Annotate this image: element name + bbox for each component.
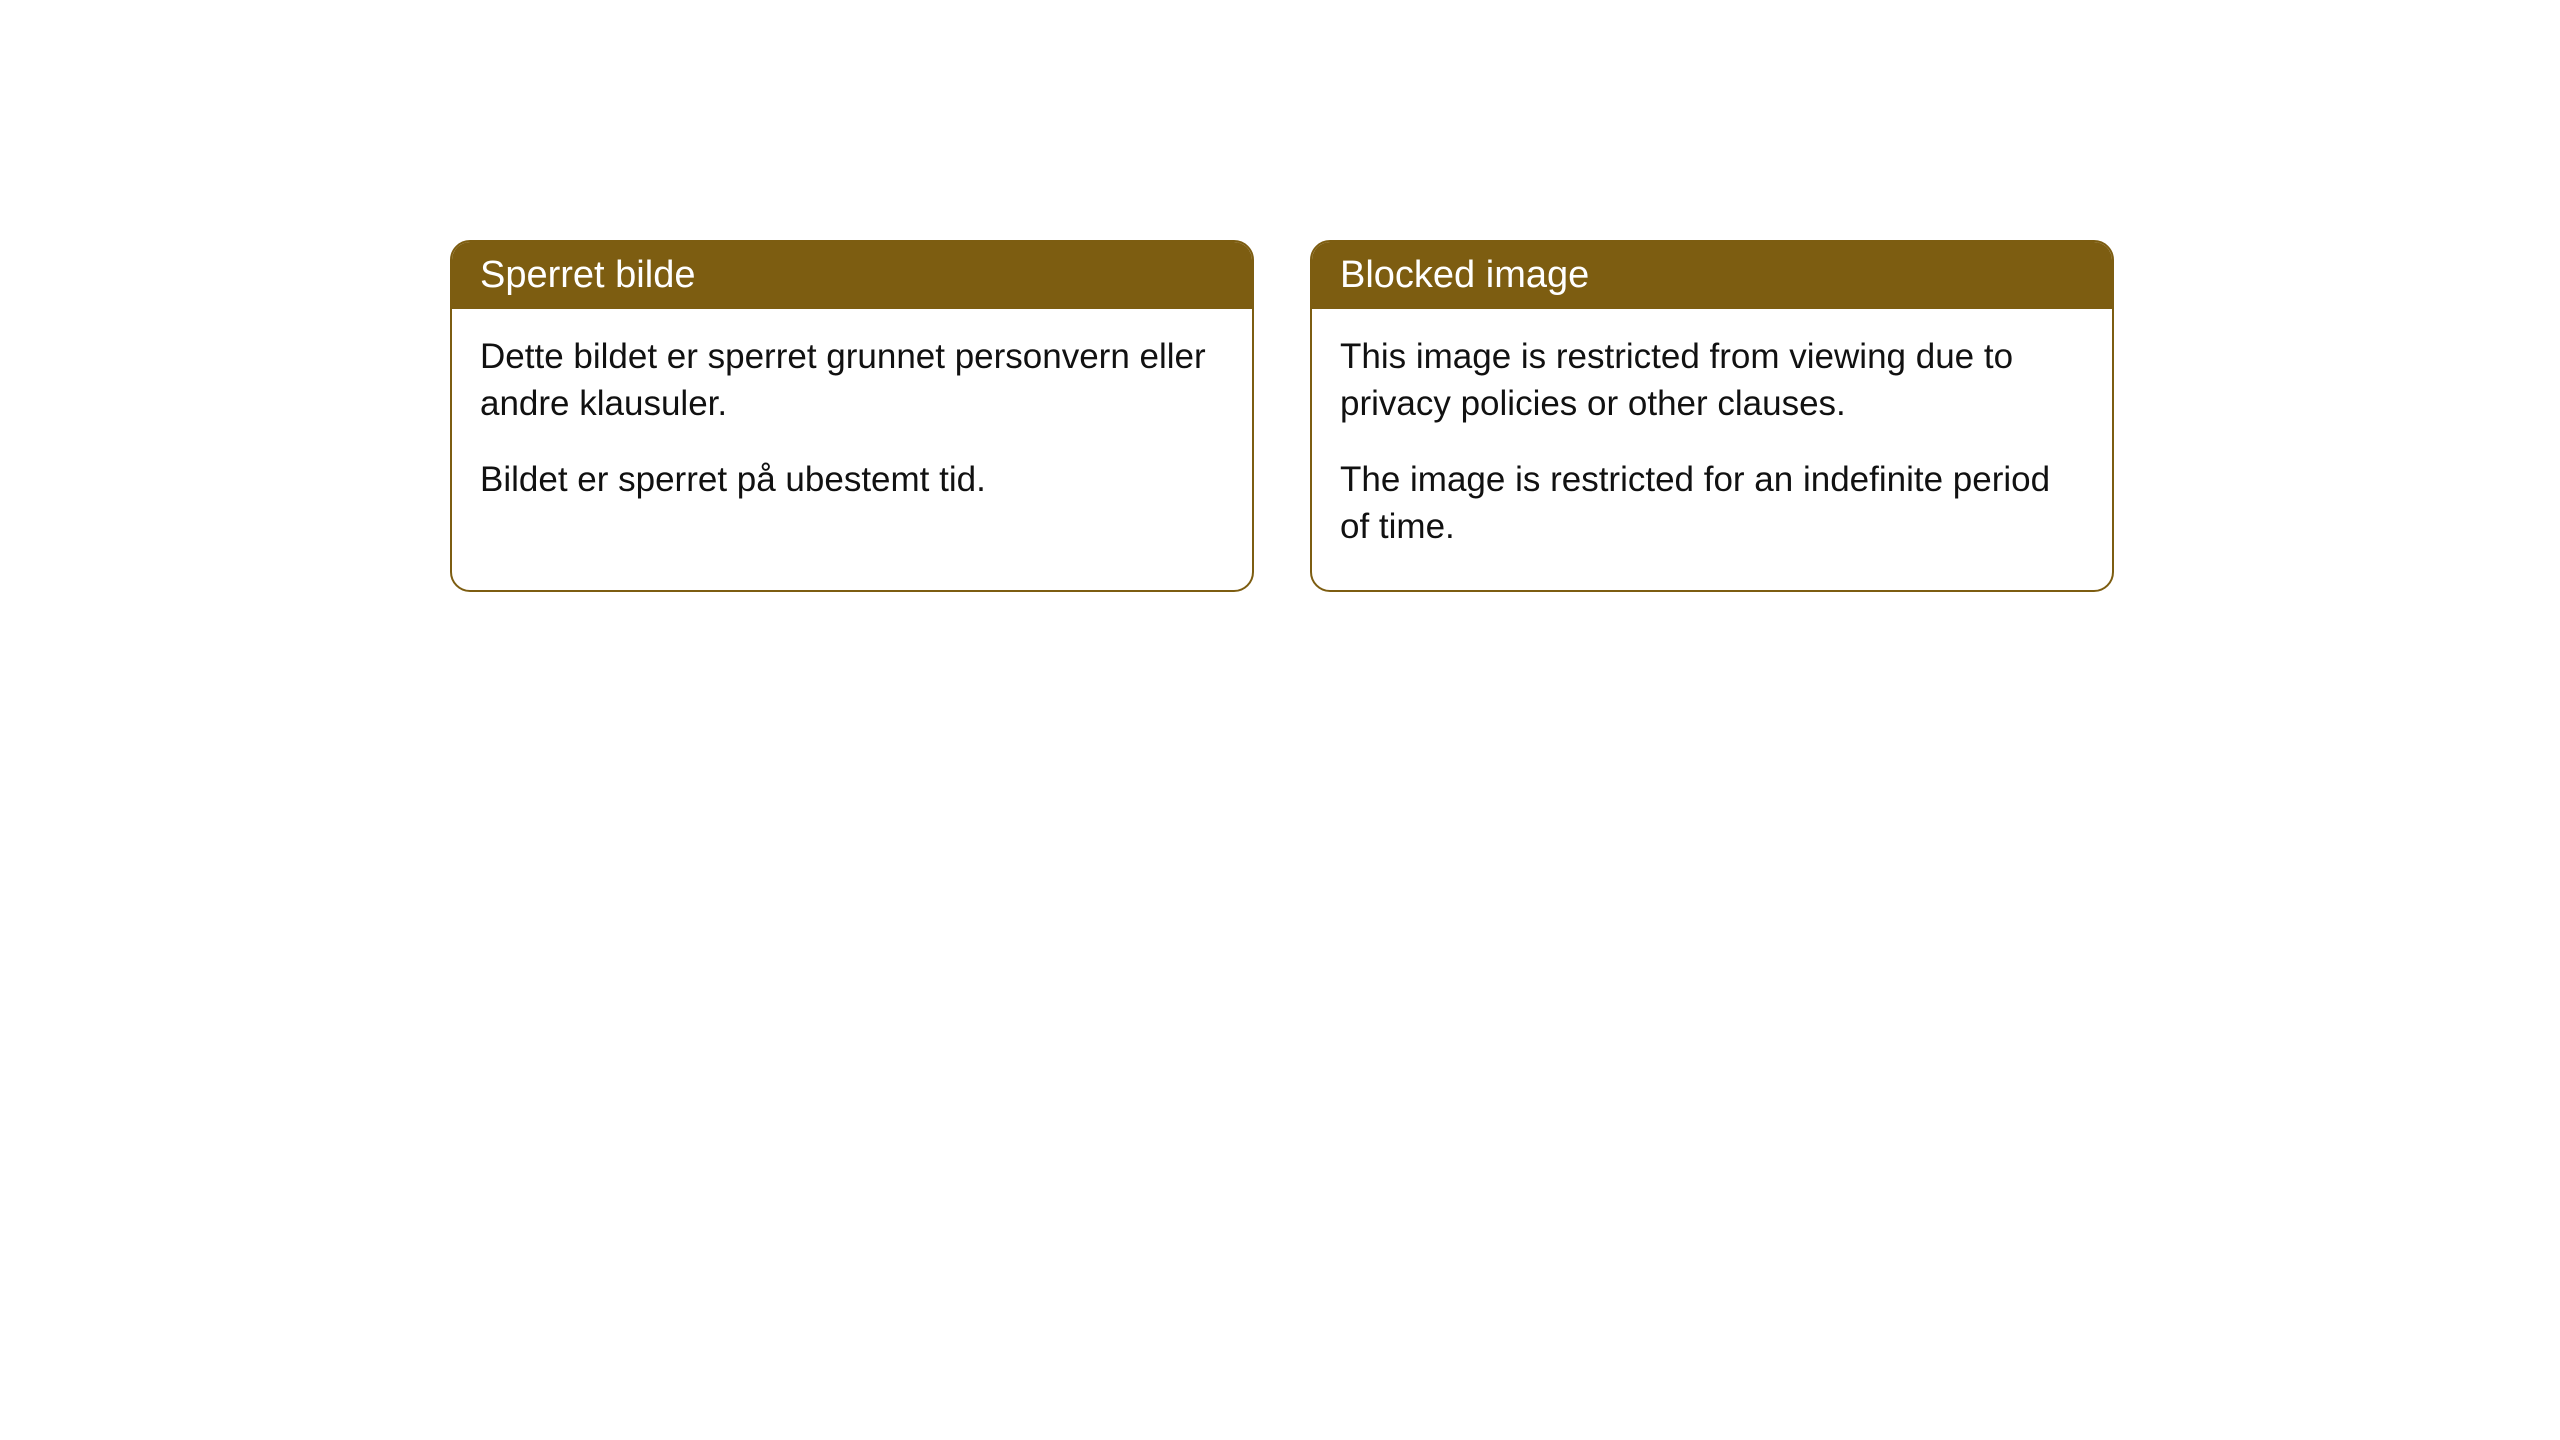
card-header-norwegian: Sperret bilde	[452, 242, 1252, 309]
card-header-english: Blocked image	[1312, 242, 2112, 309]
card-body-norwegian: Dette bildet er sperret grunnet personve…	[452, 309, 1252, 543]
card-norwegian: Sperret bilde Dette bildet er sperret gr…	[450, 240, 1254, 592]
cards-container: Sperret bilde Dette bildet er sperret gr…	[450, 240, 2560, 592]
card-text: Dette bildet er sperret grunnet personve…	[480, 333, 1224, 428]
card-body-english: This image is restricted from viewing du…	[1312, 309, 2112, 590]
card-english: Blocked image This image is restricted f…	[1310, 240, 2114, 592]
card-text: The image is restricted for an indefinit…	[1340, 456, 2084, 551]
card-text: This image is restricted from viewing du…	[1340, 333, 2084, 428]
card-text: Bildet er sperret på ubestemt tid.	[480, 456, 1224, 503]
